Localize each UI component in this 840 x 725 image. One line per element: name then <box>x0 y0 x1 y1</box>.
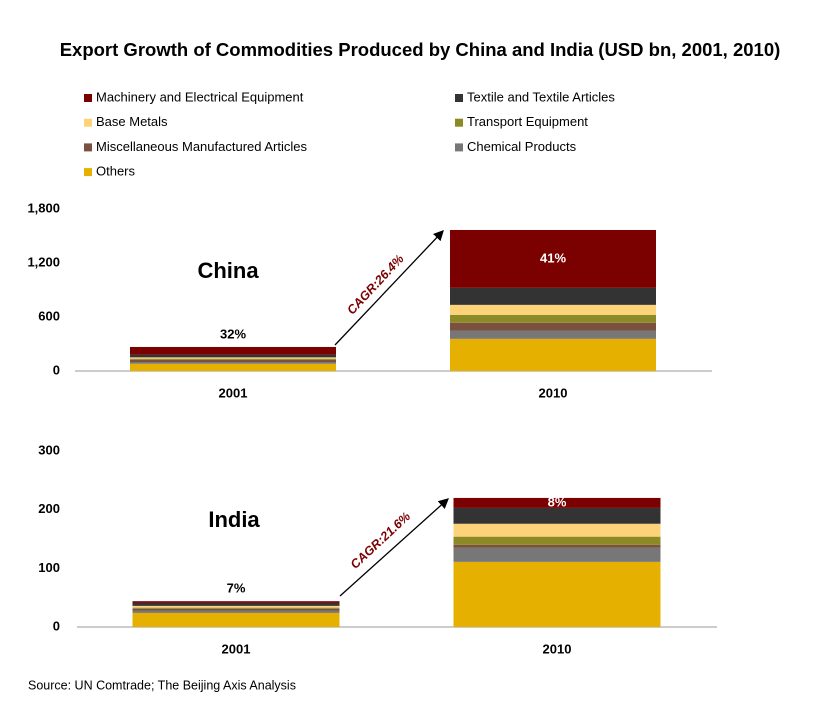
legend-label: Textile and Textile Articles <box>467 89 615 104</box>
bar-segment <box>450 229 656 288</box>
bar-segment <box>450 338 656 371</box>
bar-segment <box>453 507 661 524</box>
bar-segment <box>132 607 340 609</box>
bar-segment <box>132 605 340 608</box>
bar-segment <box>130 363 336 371</box>
bar-segment <box>132 610 340 613</box>
bar-segment <box>453 536 661 545</box>
y-tick-label: 300 <box>38 442 60 457</box>
legend-swatch <box>455 143 463 152</box>
data-label: 8% <box>548 494 567 509</box>
legend-swatch <box>84 143 92 152</box>
bar-segment <box>130 354 336 358</box>
bar-segment <box>132 612 340 627</box>
bar-segment <box>453 561 661 627</box>
x-tick-label: 2010 <box>543 641 572 656</box>
bar-segment <box>453 544 661 548</box>
data-label: 32% <box>220 326 246 341</box>
legend-swatch <box>84 94 92 102</box>
y-tick-label: 0 <box>53 362 60 377</box>
growth-arrow <box>334 230 444 346</box>
x-tick-label: 2010 <box>539 385 568 400</box>
bar-segment <box>130 358 336 360</box>
cagr-label: CAGR:21.6% <box>348 509 413 571</box>
y-tick-label: 600 <box>38 308 60 323</box>
legend-label: Transport Equipment <box>467 114 588 129</box>
bar-segment <box>132 602 340 606</box>
bar-segment <box>130 359 336 362</box>
bar-segment <box>450 287 656 305</box>
data-label: 7% <box>227 581 246 596</box>
bar-segment <box>450 304 656 315</box>
bar-segment <box>453 523 661 537</box>
bar-segment <box>130 357 336 359</box>
legend-swatch <box>455 94 463 102</box>
bar-segment <box>453 547 661 562</box>
y-tick-label: 1,200 <box>27 254 60 269</box>
legend-label: Machinery and Electrical Equipment <box>96 89 304 104</box>
legend-label: Others <box>96 164 136 179</box>
chart-label: China <box>197 258 259 283</box>
bar-segment <box>132 601 340 603</box>
y-tick-label: 0 <box>53 618 60 633</box>
legend-swatch <box>84 118 92 127</box>
y-tick-label: 1,800 <box>27 200 60 215</box>
y-tick-label: 200 <box>38 501 60 516</box>
legend-label: Base Metals <box>96 114 168 129</box>
x-tick-label: 2001 <box>222 641 251 656</box>
source: Source: UN Comtrade; The Beijing Axis An… <box>28 678 296 692</box>
bar-segment <box>450 322 656 331</box>
bar-segment <box>450 330 656 339</box>
legend-swatch <box>455 118 463 127</box>
chart-title: Export Growth of Commodities Produced by… <box>60 39 781 60</box>
y-tick-label: 100 <box>38 560 60 575</box>
bar-segment <box>450 314 656 323</box>
growth-arrow <box>339 498 449 597</box>
bar-segment <box>130 362 336 364</box>
bar-segment <box>453 497 661 508</box>
cagr-label: CAGR:26.4% <box>344 252 406 317</box>
bar-segment <box>130 346 336 355</box>
x-tick-label: 2001 <box>219 385 248 400</box>
data-label: 41% <box>540 250 566 265</box>
bar-segment <box>132 608 340 611</box>
legend-label: Chemical Products <box>467 139 577 154</box>
legend-label: Miscellaneous Manufactured Articles <box>96 139 307 154</box>
legend-swatch <box>84 168 92 177</box>
chart-label: India <box>208 507 260 532</box>
